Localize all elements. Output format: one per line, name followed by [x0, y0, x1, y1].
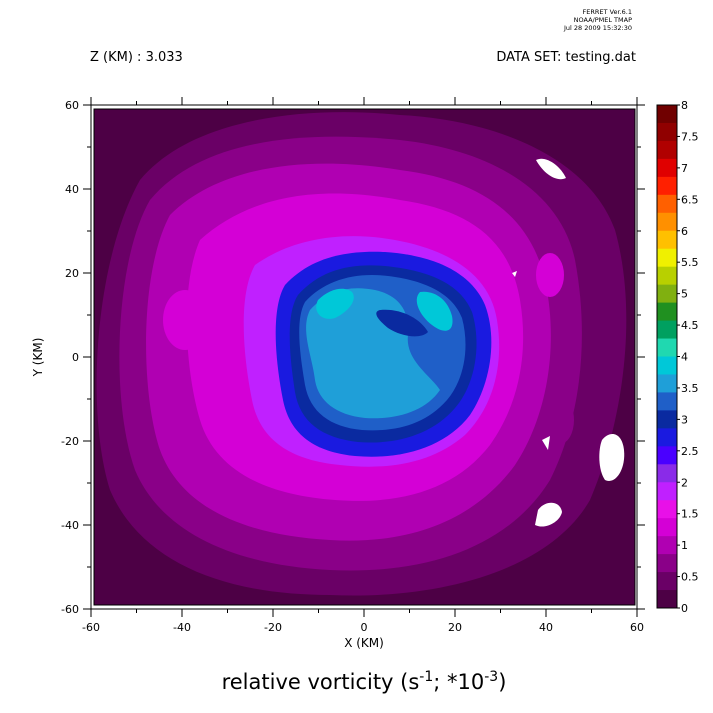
colorbar-label: 2.5	[681, 445, 699, 458]
dataset-label: DATA SET: testing.dat	[496, 50, 636, 65]
colorbar-band	[657, 590, 677, 609]
colorbar-label: 4	[681, 351, 688, 364]
x-axis-label: X (KM)	[344, 636, 384, 650]
colorbar-label: 7	[681, 162, 688, 175]
colorbar-label: 6	[681, 225, 688, 238]
colorbar-label: 2	[681, 476, 688, 489]
colorbar-band	[657, 338, 677, 357]
colorbar-label: 0	[681, 602, 688, 615]
colorbar-band	[657, 230, 677, 250]
ferret-version: FERRET Ver.6.1	[583, 8, 632, 16]
x-tick-label: 40	[539, 621, 553, 634]
colorbar-band	[657, 302, 677, 322]
y-tick-label: -60	[61, 603, 79, 616]
y-tick-label: -40	[61, 519, 79, 532]
colorbar-band	[657, 356, 677, 375]
missing-data-4	[542, 436, 550, 450]
colorbar-band	[657, 410, 677, 429]
colorbar-label: 0.5	[681, 571, 699, 584]
colorbar-band	[657, 176, 677, 196]
colorbar-band	[657, 572, 677, 591]
colorbar-band	[657, 212, 677, 232]
colorbar-label: 5	[681, 288, 688, 301]
ferret-org: NOAA/PMEL TMAP	[574, 16, 632, 24]
colorbar-label: 4.5	[681, 319, 699, 332]
colorbar-band	[657, 536, 677, 555]
x-axis: -60 -40 -20 0 20 40 60	[82, 97, 644, 634]
colorbar-band	[657, 446, 677, 465]
colorbar-band	[657, 248, 677, 268]
colorbar-band	[657, 266, 677, 286]
title-prefix: relative vorticity (s	[222, 670, 420, 694]
level-label: Z (KM) : 3.033	[90, 50, 183, 65]
vorticity-field	[96, 112, 627, 596]
colorbar-band	[657, 518, 677, 537]
colorbar-band	[657, 122, 677, 142]
missing-data-5	[512, 271, 517, 277]
plot-area	[90, 104, 638, 610]
y-axis: -60 -40 -20 0 20 40 60	[61, 99, 645, 616]
colorbar-band	[657, 374, 677, 393]
y-axis-label: Y (KM)	[31, 338, 45, 378]
contour-band-4.0-b	[416, 291, 453, 331]
colorbar-label: 3	[681, 413, 688, 426]
title-suffix: )	[498, 670, 506, 694]
colorbar-label: 1.5	[681, 508, 699, 521]
colorbar-label: 8	[681, 99, 688, 112]
x-tick-label: 0	[361, 621, 368, 634]
missing-data-2	[599, 434, 625, 481]
colorbar-label: 1	[681, 539, 688, 552]
x-tick-label: 20	[448, 621, 462, 634]
colorbar-band	[657, 464, 677, 483]
x-tick-label: 60	[630, 621, 644, 634]
contour-blob-right	[536, 253, 564, 297]
chart-title: relative vorticity (s-1; *10-3)	[222, 669, 507, 694]
colorbar-band	[657, 500, 677, 519]
colorbar-band	[657, 320, 677, 340]
contour-band-core-low	[376, 309, 428, 337]
colorbar-label: 6.5	[681, 193, 699, 206]
ferret-timestamp: Jul 28 2009 15:32:30	[563, 24, 632, 32]
colorbar-band	[657, 284, 677, 304]
x-tick-label: -60	[82, 621, 100, 634]
plot-frame-inner	[93, 108, 636, 606]
colorbar-band	[657, 158, 677, 178]
colorbar-band	[657, 428, 677, 447]
colorbar-band	[657, 194, 677, 214]
contour-blob-left	[163, 290, 207, 350]
x-tick-label: -20	[264, 621, 282, 634]
colorbar-label: 7.5	[681, 130, 699, 143]
contour-band-4.0-a	[316, 288, 354, 319]
y-tick-label: 20	[65, 267, 79, 280]
title-exp2: -3	[484, 669, 498, 685]
y-tick-label: 40	[65, 183, 79, 196]
colorbar-band	[657, 554, 677, 573]
title-exp1: -1	[419, 669, 433, 685]
y-tick-label: 0	[72, 351, 79, 364]
y-tick-label: -20	[61, 435, 79, 448]
colorbar-band	[657, 140, 677, 160]
colorbar-band	[657, 482, 677, 501]
colorbar-label: 5.5	[681, 256, 699, 269]
colorbar-band	[657, 392, 677, 411]
x-tick-label: -40	[173, 621, 191, 634]
missing-data-1	[536, 158, 566, 180]
y-tick-label: 60	[65, 99, 79, 112]
contour-blob-lower-right	[546, 396, 574, 444]
colorbar-label: 3.5	[681, 382, 699, 395]
colorbar: 0 0.5 1 1.5 2 2.5 3 3.5 4 4.5 5 5.5 6 6.5 7 7.5 8	[656, 99, 699, 615]
missing-data-3	[535, 502, 562, 527]
colorbar-band	[657, 105, 677, 124]
title-mid: ; *10	[433, 670, 484, 694]
